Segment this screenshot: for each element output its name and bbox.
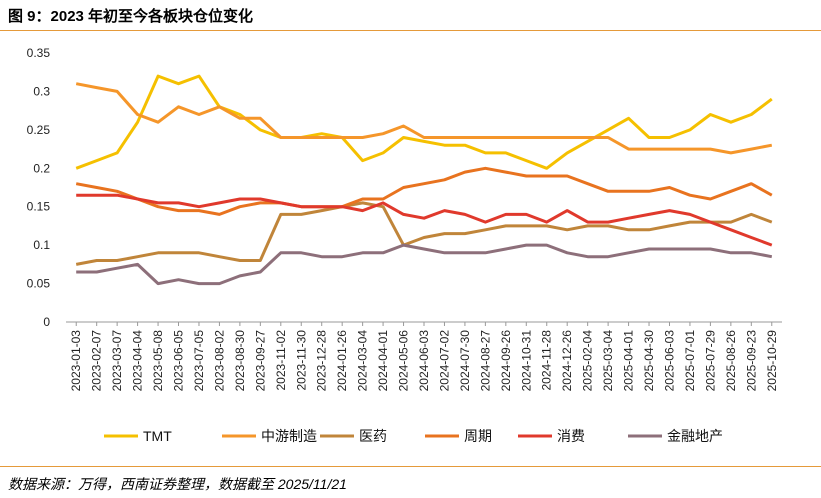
legend: TMT 中游制造 医药 周期 消费 金融地产 [104,428,723,444]
x-tick-label: 2023-04-04 [131,330,145,392]
y-tick-label: 0.05 [27,277,51,291]
y-tick-label: 0.1 [33,238,50,252]
x-tick-label: 2023-06-05 [172,330,186,392]
y-tick-label: 0.35 [27,46,51,60]
y-tick-label: 0.25 [27,123,51,137]
x-tick-label: 2024-11-28 [540,330,554,391]
x-tick-label: 2024-09-26 [499,330,513,392]
x-tick-label: 2023-09-27 [253,330,267,392]
x-tick-label: 2024-05-06 [397,330,411,392]
x-tick-label: 2025-07-29 [703,330,717,392]
line-chart: 00.050.10.150.20.250.30.35 2023-01-03 202… [27,46,782,444]
x-tick-label: 2025-02-04 [581,330,595,392]
legend-label: TMT [143,428,172,444]
x-tick-label: 2023-05-08 [151,330,165,392]
x-tick-label: 2024-12-26 [560,330,574,392]
x-tick-label: 2025-03-04 [601,330,615,392]
x-tick-label: 2024-04-01 [376,330,390,392]
y-tick-label: 0.15 [27,200,51,214]
figure-title: 图 9：2023 年初至今各板块仓位变化 [8,8,254,25]
x-tick-label: 2023-03-07 [110,330,124,392]
y-tick-label: 0 [43,315,50,329]
x-tick-label: 2025-06-03 [662,330,676,392]
legend-label: 中游制造 [261,428,317,444]
series-line [76,193,773,247]
x-tick-label: 2025-04-30 [642,330,656,392]
top-divider [0,30,821,31]
y-axis: 0 0.05 0.1 0.15 0.2 0.25 0.3 0.35 [27,46,51,329]
x-tick-label: 2024-07-02 [437,330,451,392]
x-tick-label: 2024-08-27 [478,330,492,392]
x-tick-label: 2023-01-03 [69,330,83,392]
y-tick-label: 0.2 [33,161,50,175]
x-tick-label: 2025-07-01 [683,330,697,392]
x-tick-label: 2023-08-30 [233,330,247,392]
series-layer [75,74,773,286]
legend-label: 金融地产 [667,428,723,444]
x-tick-label: 2025-08-26 [724,330,738,392]
x-tick-label: 2023-08-02 [212,330,226,392]
x-tick-label: 2023-02-07 [90,330,104,392]
x-axis: 2023-01-03 2023-02-07 2023-03-07 2023-04-04… [66,321,782,392]
x-tick-label: 2023-11-02 [274,330,288,391]
x-tick-label: 2025-10-29 [765,330,779,392]
x-tick-label: 2024-03-04 [356,330,370,392]
x-tick-label: 2023-12-28 [315,330,329,392]
x-tick-label: 2025-09-23 [744,330,758,392]
x-tick-label: 2024-07-30 [458,330,472,392]
series-line [76,243,773,286]
legend-label: 周期 [464,428,492,444]
legend-label: 消费 [557,428,585,444]
bottom-divider [0,466,821,467]
x-tick-label: 2024-10-31 [519,330,533,392]
series-line [75,74,773,170]
x-tick-label: 2023-07-05 [192,330,206,392]
series-line [75,201,773,266]
x-tick-label: 2025-04-01 [622,330,636,392]
legend-label: 医药 [359,428,387,444]
y-tick-label: 0.3 [33,84,50,98]
series-line [75,166,773,216]
source-note: 数据来源：万得，西南证券整理，数据截至 2025/11/21 [8,476,347,492]
x-tick-label: 2024-01-26 [335,330,349,392]
x-tick-label: 2024-06-03 [417,330,431,392]
series-line [75,82,773,155]
x-tick-label: 2023-11-30 [294,330,308,391]
